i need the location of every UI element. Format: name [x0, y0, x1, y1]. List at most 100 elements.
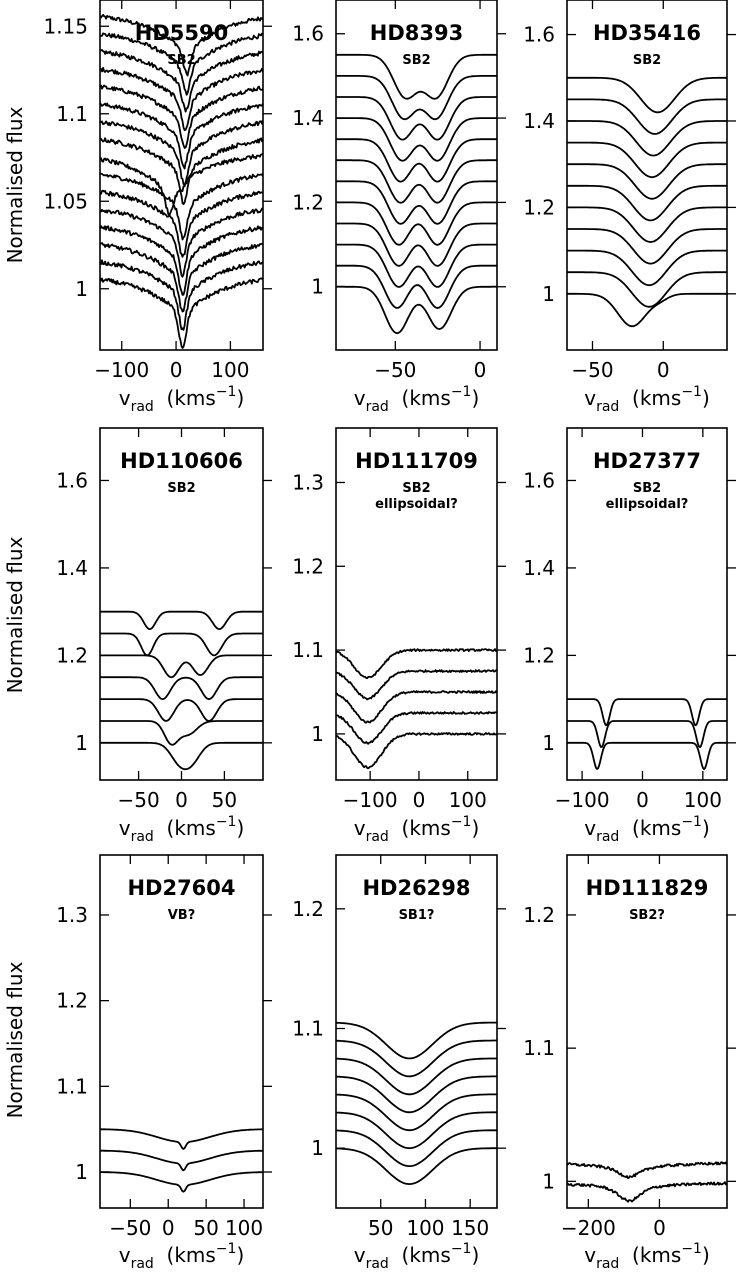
panel-title: HD111829: [586, 876, 709, 900]
xtick-label: −200: [561, 1216, 616, 1240]
spectrum-line: [567, 1161, 727, 1180]
spectrum-line: [336, 1021, 497, 1060]
xaxis-label: vrad (kms−1): [119, 1241, 245, 1272]
spectrum-line: [567, 1181, 727, 1203]
spectrum-line: [100, 49, 263, 113]
spectrum-line: [100, 741, 263, 771]
ytick-label: 1.2: [523, 903, 555, 927]
panel-HD27604: 1 1.1 1.2 1.3 −50 0 50 100 HD27604 VB? vrad (kms−1…: [56, 854, 272, 1272]
ytick-label: 1.3: [56, 903, 88, 927]
panel-subtitle: VB?: [168, 908, 196, 923]
spectrum-line: [336, 1129, 497, 1167]
panel-subtitle: SB2: [402, 481, 430, 496]
spectrum-line: [100, 259, 263, 331]
spectrum-line: [336, 264, 497, 309]
ylabel-row-1: Normalised flux: [3, 106, 27, 263]
xtick-label: 0: [653, 1216, 666, 1240]
panel-HD111709: 1 1.1 1.2 1.3 −100 0 100 HD111709 SB2ellipsoidal…: [292, 427, 506, 845]
spectrum-line: [567, 184, 727, 222]
spectrum-line: [336, 222, 497, 267]
panel-subtitle-2: ellipsoidal?: [606, 497, 689, 512]
panel-title: HD27604: [127, 876, 235, 900]
spectrum-line: [100, 189, 263, 258]
spectrum-line: [100, 676, 263, 700]
spectrum-line: [567, 163, 727, 200]
spectrum-line: [567, 206, 727, 243]
ytick-label: 1.1: [292, 1017, 324, 1041]
spectrum-line: [336, 243, 497, 288]
spectrum-line: [336, 96, 497, 141]
xtick-label: −100: [94, 358, 149, 382]
spectrum-line: [336, 1093, 497, 1132]
spectrum-line: [100, 654, 263, 679]
xtick-label: −50: [109, 1216, 151, 1240]
ytick-label: 1.2: [523, 195, 555, 219]
ytick-label: 1.2: [56, 643, 88, 667]
panel-subtitle: SB1?: [399, 908, 435, 923]
xaxis-label: vrad (kms−1): [119, 384, 245, 415]
xtick-label: −50: [571, 358, 613, 382]
spectrum-line: [336, 285, 497, 335]
panel-HD110606: 1 1.2 1.4 1.6 −50 0 50 HD110606 SB2 vrad (kms−1): [56, 427, 272, 845]
spectrum-line: [336, 138, 497, 183]
ytick-label: 1.05: [43, 189, 88, 213]
panel-title: HD35416: [593, 21, 701, 45]
spectrum-line: [100, 720, 263, 746]
plot-frame: [335, 0, 498, 351]
spectrum-line: [336, 669, 497, 701]
ylabel-row-3: Normalised flux: [3, 961, 27, 1118]
xtick-label: 100: [449, 788, 487, 812]
spectrum-line: [336, 1039, 497, 1078]
ytick-label: 1.1: [292, 638, 324, 662]
xaxis-label: vrad (kms−1): [354, 1241, 480, 1272]
ylabel-row-2: Normalised flux: [3, 536, 27, 693]
ytick-label: 1.6: [523, 23, 555, 47]
panel-subtitle: SB2: [633, 53, 661, 68]
xtick-label: 100: [684, 788, 722, 812]
spectrum-line: [336, 1147, 497, 1185]
panel-HD8393: 1 1.2 1.4 1.6 −50 0 HD8393 SB2 vrad (kms−1): [292, 0, 506, 415]
panel-HD35416: 1 1.2 1.4 1.6 −50 0 HD35416 SB2 vrad (kms−1): [523, 0, 736, 415]
panel-subtitle-2: ellipsoidal?: [375, 497, 458, 512]
spectrum-line: [100, 172, 263, 241]
ytick-label: 1.6: [292, 22, 324, 46]
plot-frame: [566, 854, 728, 1209]
spectrum-line: [100, 277, 263, 349]
panel-subtitle: SB2: [167, 53, 195, 68]
xtick-label: 150: [451, 1216, 489, 1240]
spectrum-line: [567, 249, 727, 287]
ytick-label: 1: [75, 1160, 88, 1184]
ytick-label: 1.4: [523, 556, 555, 580]
ytick-label: 1: [542, 282, 555, 306]
xtick-label: −50: [374, 358, 416, 382]
ytick-label: 1: [542, 731, 555, 755]
spectrum-line: [100, 207, 263, 278]
spectrum-line: [567, 720, 727, 749]
plot-frame: [566, 427, 728, 781]
ytick-label: 1: [311, 1136, 324, 1160]
spectrum-line: [567, 271, 727, 308]
spectrum-line: [336, 648, 497, 680]
xaxis-label: vrad (kms−1): [584, 1241, 710, 1272]
ytick-label: 1.2: [56, 989, 88, 1013]
spectrum-line: [336, 117, 497, 162]
xaxis-label: vrad (kms−1): [584, 814, 710, 845]
ytick-label: 1: [542, 1169, 555, 1193]
xaxis-label: vrad (kms−1): [119, 814, 245, 845]
plot-frame: [99, 854, 264, 1209]
xtick-label: 100: [211, 358, 249, 382]
xtick-label: 50: [212, 788, 237, 812]
panel-HD26298: 1 1.1 1.2 50 100 150 HD26298 SB1? vrad (kms−1): [292, 854, 506, 1272]
ytick-label: 1.3: [292, 470, 324, 494]
ytick-label: 1.4: [523, 109, 555, 133]
xtick-label: 0: [162, 1216, 175, 1240]
ytick-label: 1.1: [523, 1036, 555, 1060]
ytick-label: 1.6: [523, 468, 555, 492]
spectrum-line: [336, 159, 497, 204]
spectrum-line: [567, 741, 727, 770]
spectrum-line: [100, 632, 263, 657]
spectrum-line: [567, 120, 727, 157]
spectrum-line: [336, 53, 497, 100]
xtick-label: 0: [413, 788, 426, 812]
spectrum-line: [336, 690, 497, 724]
